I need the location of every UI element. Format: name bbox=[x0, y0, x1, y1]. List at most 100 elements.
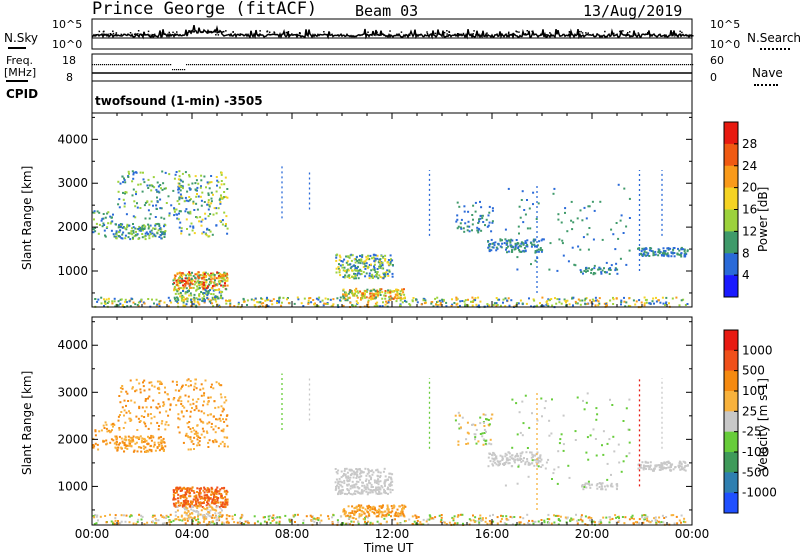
power-scatter-point bbox=[478, 228, 480, 230]
power-scatter-point bbox=[364, 263, 366, 265]
nave-point bbox=[676, 64, 677, 65]
power-scatter-point bbox=[169, 212, 171, 214]
power-scatter-point bbox=[194, 284, 196, 286]
velocity-scatter-point bbox=[488, 453, 490, 455]
power-scatter-point bbox=[564, 207, 566, 209]
velocity-scatter-point bbox=[528, 476, 530, 478]
velocity-scatter-point bbox=[676, 516, 678, 518]
power-scatter-point bbox=[665, 301, 667, 303]
velocity-scatter-point bbox=[131, 515, 133, 517]
nave-point bbox=[428, 64, 429, 65]
power-scatter-point bbox=[648, 255, 650, 257]
power-scatter-point bbox=[402, 291, 404, 293]
power-scatter-point bbox=[668, 247, 670, 249]
power-scatter-point bbox=[360, 262, 362, 264]
power-scatter-point bbox=[193, 298, 195, 300]
velocity-scatter-point bbox=[555, 515, 557, 517]
power-scatter-point bbox=[118, 198, 120, 200]
velocity-scatter-point bbox=[197, 435, 199, 437]
velocity-scatter-point bbox=[575, 430, 577, 432]
power-scatter-point bbox=[354, 293, 356, 295]
velocity-scatter-point bbox=[227, 499, 229, 501]
nsearch-point bbox=[622, 30, 624, 32]
velocity-scatter-point bbox=[652, 469, 654, 471]
power-scatter-point bbox=[187, 280, 189, 282]
velocity-scatter-point bbox=[272, 520, 274, 522]
power-scatter-point bbox=[205, 276, 207, 278]
power-scatter-point bbox=[319, 301, 321, 303]
power-scatter-point bbox=[301, 302, 303, 304]
velocity-scatter-point bbox=[168, 398, 170, 400]
velocity-scatter-point bbox=[485, 431, 487, 433]
power-scatter-point bbox=[156, 299, 158, 301]
velocity-scatter-point bbox=[347, 489, 349, 491]
nsearch-point bbox=[324, 33, 326, 35]
velocity-scatter-point bbox=[182, 405, 184, 407]
nave-point bbox=[456, 64, 457, 65]
velocity-scatter-point bbox=[223, 487, 225, 489]
power-scatter-point bbox=[392, 290, 394, 292]
power-scatter-point bbox=[211, 192, 213, 194]
power-scatter-point bbox=[280, 305, 282, 307]
power-scatter-point bbox=[668, 255, 670, 257]
nave-point bbox=[238, 64, 239, 65]
nsearch-point bbox=[389, 30, 391, 32]
velocity-scatter-point bbox=[208, 491, 210, 493]
power-scatter-point bbox=[395, 294, 397, 296]
power-scatter-point bbox=[318, 297, 320, 299]
velocity-scatter-point bbox=[557, 483, 559, 485]
power-scatter-point bbox=[128, 225, 130, 227]
power-colorbar-tick-label: 16 bbox=[742, 203, 757, 217]
power-scatter-point bbox=[588, 267, 590, 269]
power-scatter-point bbox=[423, 299, 425, 301]
nave-point bbox=[190, 64, 191, 65]
power-scatter-point bbox=[143, 228, 145, 230]
velocity-scatter-point bbox=[500, 521, 502, 523]
velocity-scatter-point bbox=[381, 507, 383, 509]
power-colorbar-cell bbox=[724, 253, 738, 275]
power-scatter-point bbox=[355, 258, 357, 260]
velocity-scatter-point bbox=[200, 514, 202, 516]
velocity-scatter-point bbox=[157, 446, 159, 448]
velocity-scatter-point bbox=[161, 516, 163, 518]
power-scatter-point bbox=[181, 278, 183, 280]
nave-point bbox=[174, 69, 175, 70]
velocity-scatter-point bbox=[511, 465, 513, 467]
velocity-scatter-point bbox=[557, 450, 559, 452]
velocity-scatter-point bbox=[226, 518, 228, 520]
velocity-scatter-point bbox=[517, 483, 519, 485]
power-scatter-point bbox=[118, 231, 120, 233]
power-scatter-point bbox=[572, 247, 574, 249]
velocity-scatter-point bbox=[224, 396, 226, 398]
nsearch-point bbox=[187, 34, 189, 36]
velocity-scatter-point bbox=[247, 522, 249, 524]
velocity-scatter-point bbox=[489, 520, 491, 522]
velocity-scatter-point bbox=[115, 514, 117, 516]
power-colorbar-tick-label: 28 bbox=[742, 137, 757, 151]
nave-point bbox=[336, 64, 337, 65]
velocity-scatter-point bbox=[234, 514, 236, 516]
velocity-scatter-point bbox=[117, 520, 119, 522]
velocity-scatter-point bbox=[354, 473, 356, 475]
velocity-scatter-point bbox=[126, 393, 128, 395]
nsearch-point bbox=[588, 32, 590, 34]
velocity-scatter-point bbox=[185, 491, 187, 493]
power-scatter-point bbox=[358, 262, 360, 264]
velocity-scatter-point bbox=[500, 515, 502, 517]
velocity-scatter-point bbox=[219, 514, 221, 516]
velocity-scatter-point bbox=[596, 455, 598, 457]
power-scatter-point bbox=[474, 299, 476, 301]
power-scatter-point bbox=[181, 230, 183, 232]
nsearch-point bbox=[148, 31, 150, 32]
nave-point bbox=[284, 64, 285, 65]
velocity-scatter-point bbox=[183, 487, 185, 489]
velocity-scatter-point bbox=[390, 511, 392, 513]
power-scatter-point bbox=[339, 274, 341, 276]
power-scatter-point bbox=[144, 303, 146, 305]
power-scatter-point bbox=[184, 280, 186, 282]
power-scatter-point bbox=[140, 183, 142, 185]
power-scatter-point bbox=[676, 253, 678, 255]
power-scatter-point bbox=[176, 209, 178, 211]
velocity-scatter-point bbox=[199, 503, 201, 505]
velocity-scatter-point bbox=[361, 482, 363, 484]
